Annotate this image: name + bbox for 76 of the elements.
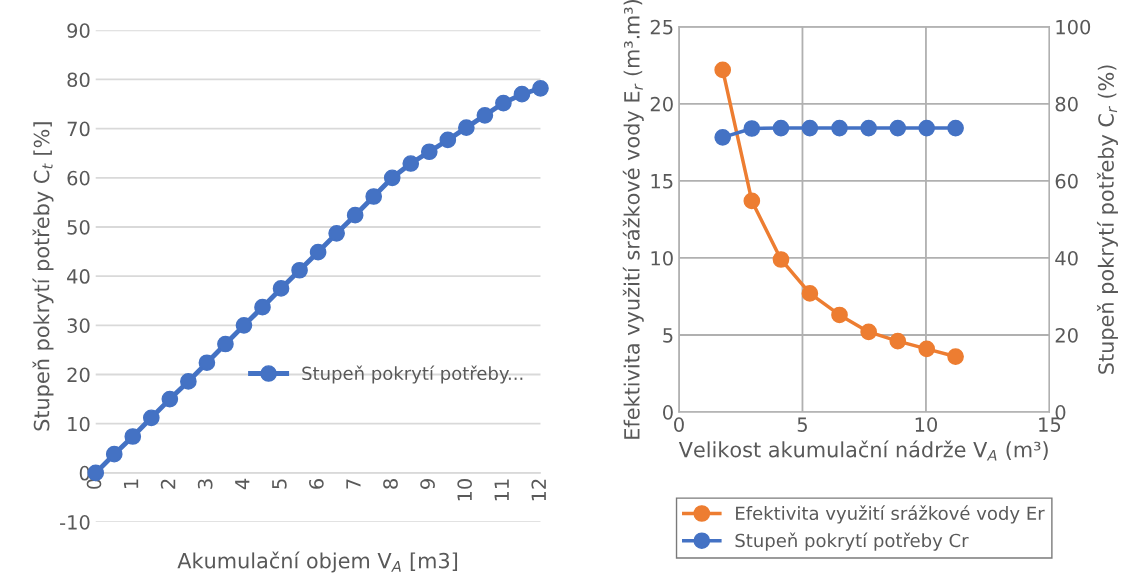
point [142, 409, 160, 427]
y-tick-label: 60 [67, 170, 90, 186]
point [272, 280, 290, 297]
point [918, 340, 936, 358]
point [217, 335, 234, 353]
x-axis-title: Velikost akumulační nádrže V$_{A}$ (m³) [678, 440, 1048, 461]
point [947, 348, 964, 365]
x-tick-label: 3 [197, 479, 213, 489]
point [801, 285, 819, 302]
x-tick-label: 4 [235, 478, 250, 490]
point [714, 61, 732, 79]
point [772, 251, 790, 268]
x-axis-title: Akumulační objem V$_{A}$ [m3] [177, 551, 458, 573]
point [420, 143, 438, 161]
point [346, 206, 364, 224]
y-tick-label: 0 [663, 405, 673, 420]
y-tick-label: 15 [651, 174, 673, 189]
point [328, 225, 345, 242]
x-tick-label: 11 [494, 479, 509, 501]
y-tick-label: 20 [67, 367, 90, 383]
y-tick-label: 10 [651, 250, 673, 266]
y-tick-label: 90 [67, 23, 90, 38]
y-axis-title: Efektivita využití srážkové vody E$_{r}$ (m³.m³) [622, 0, 644, 439]
y-tick-label: 30 [67, 318, 90, 333]
point [291, 261, 308, 279]
point [180, 373, 197, 390]
x-tick-label: 8 [383, 479, 398, 489]
point [476, 107, 494, 124]
y-tick-label: 80 [67, 72, 90, 88]
point [889, 332, 907, 350]
point [513, 85, 531, 103]
y-tick-label: 40 [67, 269, 90, 284]
x-tick-label: 1 [123, 479, 139, 488]
x-tick-label: 2 [160, 479, 176, 489]
point [309, 243, 327, 261]
x-tick-label: 12 [531, 479, 546, 501]
point [458, 119, 475, 136]
y-tick-label: 70 [67, 121, 90, 137]
y2-axis-title: Stupeň pokrytí potřeby C$_{r}$ (%) [1096, 65, 1118, 374]
x-tick-label: 9 [420, 479, 435, 489]
point [439, 131, 457, 149]
point [105, 445, 123, 463]
point [254, 298, 271, 316]
x-tick-label: 0 [674, 417, 684, 432]
y2-tick-label: 100 [1056, 19, 1091, 35]
x-tick-label: 7 [346, 479, 361, 489]
x-tick-label: 6 [309, 478, 324, 489]
y-tick-label: 5 [663, 328, 673, 343]
y2-tick-label: 40 [1055, 250, 1078, 266]
y2-tick-label: 20 [1055, 327, 1078, 343]
point [235, 317, 253, 334]
point [161, 390, 179, 408]
point [198, 354, 216, 372]
y2-tick-label: 80 [1055, 96, 1078, 112]
point [124, 428, 142, 445]
x-tick-label: 10 [457, 479, 472, 501]
x-tick-label: 5 [797, 417, 807, 432]
y-tick-label: 50 [67, 219, 90, 235]
x-tick-label: 5 [272, 479, 287, 489]
y-tick-label: 25 [650, 19, 673, 35]
point [365, 188, 383, 205]
legend-label: Stupeň pokrytí potřeby... [302, 365, 523, 384]
y-tick-label: 20 [650, 96, 673, 112]
x-tick-label: 10 [915, 417, 938, 432]
point [743, 192, 761, 210]
point [831, 306, 848, 324]
legend-label: Efektivita využití srážkové vody Er [736, 505, 1045, 524]
point [383, 169, 401, 187]
point [495, 94, 512, 112]
y-axis-title: Stupeň pokrytí potřeby C$_{t}$ [%] [32, 122, 54, 431]
y-tick-label: -10 [60, 515, 90, 530]
y2-tick-label: 60 [1055, 173, 1078, 189]
point [402, 155, 420, 172]
point [532, 79, 549, 97]
point [860, 323, 877, 341]
legend-label: Stupeň pokrytí potřeby Cr [735, 532, 969, 551]
